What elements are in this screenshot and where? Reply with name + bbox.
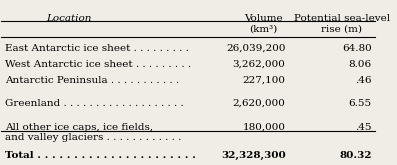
Text: Antarctic Peninsula . . . . . . . . . . .: Antarctic Peninsula . . . . . . . . . . … [5,76,179,85]
Text: All other ice caps, ice fields,
and valley glaciers . . . . . . . . . . . .: All other ice caps, ice fields, and vall… [5,123,181,142]
Text: .46: .46 [355,76,372,85]
Text: 6.55: 6.55 [349,99,372,108]
Text: 32,328,300: 32,328,300 [221,151,285,160]
Text: Volume
(km³): Volume (km³) [244,14,282,34]
Text: .45: .45 [355,123,372,132]
Text: 2,620,000: 2,620,000 [233,99,285,108]
Text: Potential sea-level
rise (m): Potential sea-level rise (m) [293,14,389,34]
Text: 8.06: 8.06 [349,60,372,69]
Text: 180,000: 180,000 [243,123,285,132]
Text: East Antarctic ice sheet . . . . . . . . .: East Antarctic ice sheet . . . . . . . .… [5,44,189,53]
Text: 227,100: 227,100 [243,76,285,85]
Text: 26,039,200: 26,039,200 [226,44,285,53]
Text: 80.32: 80.32 [339,151,372,160]
Text: Location: Location [46,14,91,23]
Text: 3,262,000: 3,262,000 [233,60,285,69]
Text: Total . . . . . . . . . . . . . . . . . . . . . .: Total . . . . . . . . . . . . . . . . . … [5,151,196,160]
Text: 64.80: 64.80 [342,44,372,53]
Text: West Antarctic ice sheet . . . . . . . . .: West Antarctic ice sheet . . . . . . . .… [5,60,191,69]
Text: Greenland . . . . . . . . . . . . . . . . . . .: Greenland . . . . . . . . . . . . . . . … [5,99,184,108]
